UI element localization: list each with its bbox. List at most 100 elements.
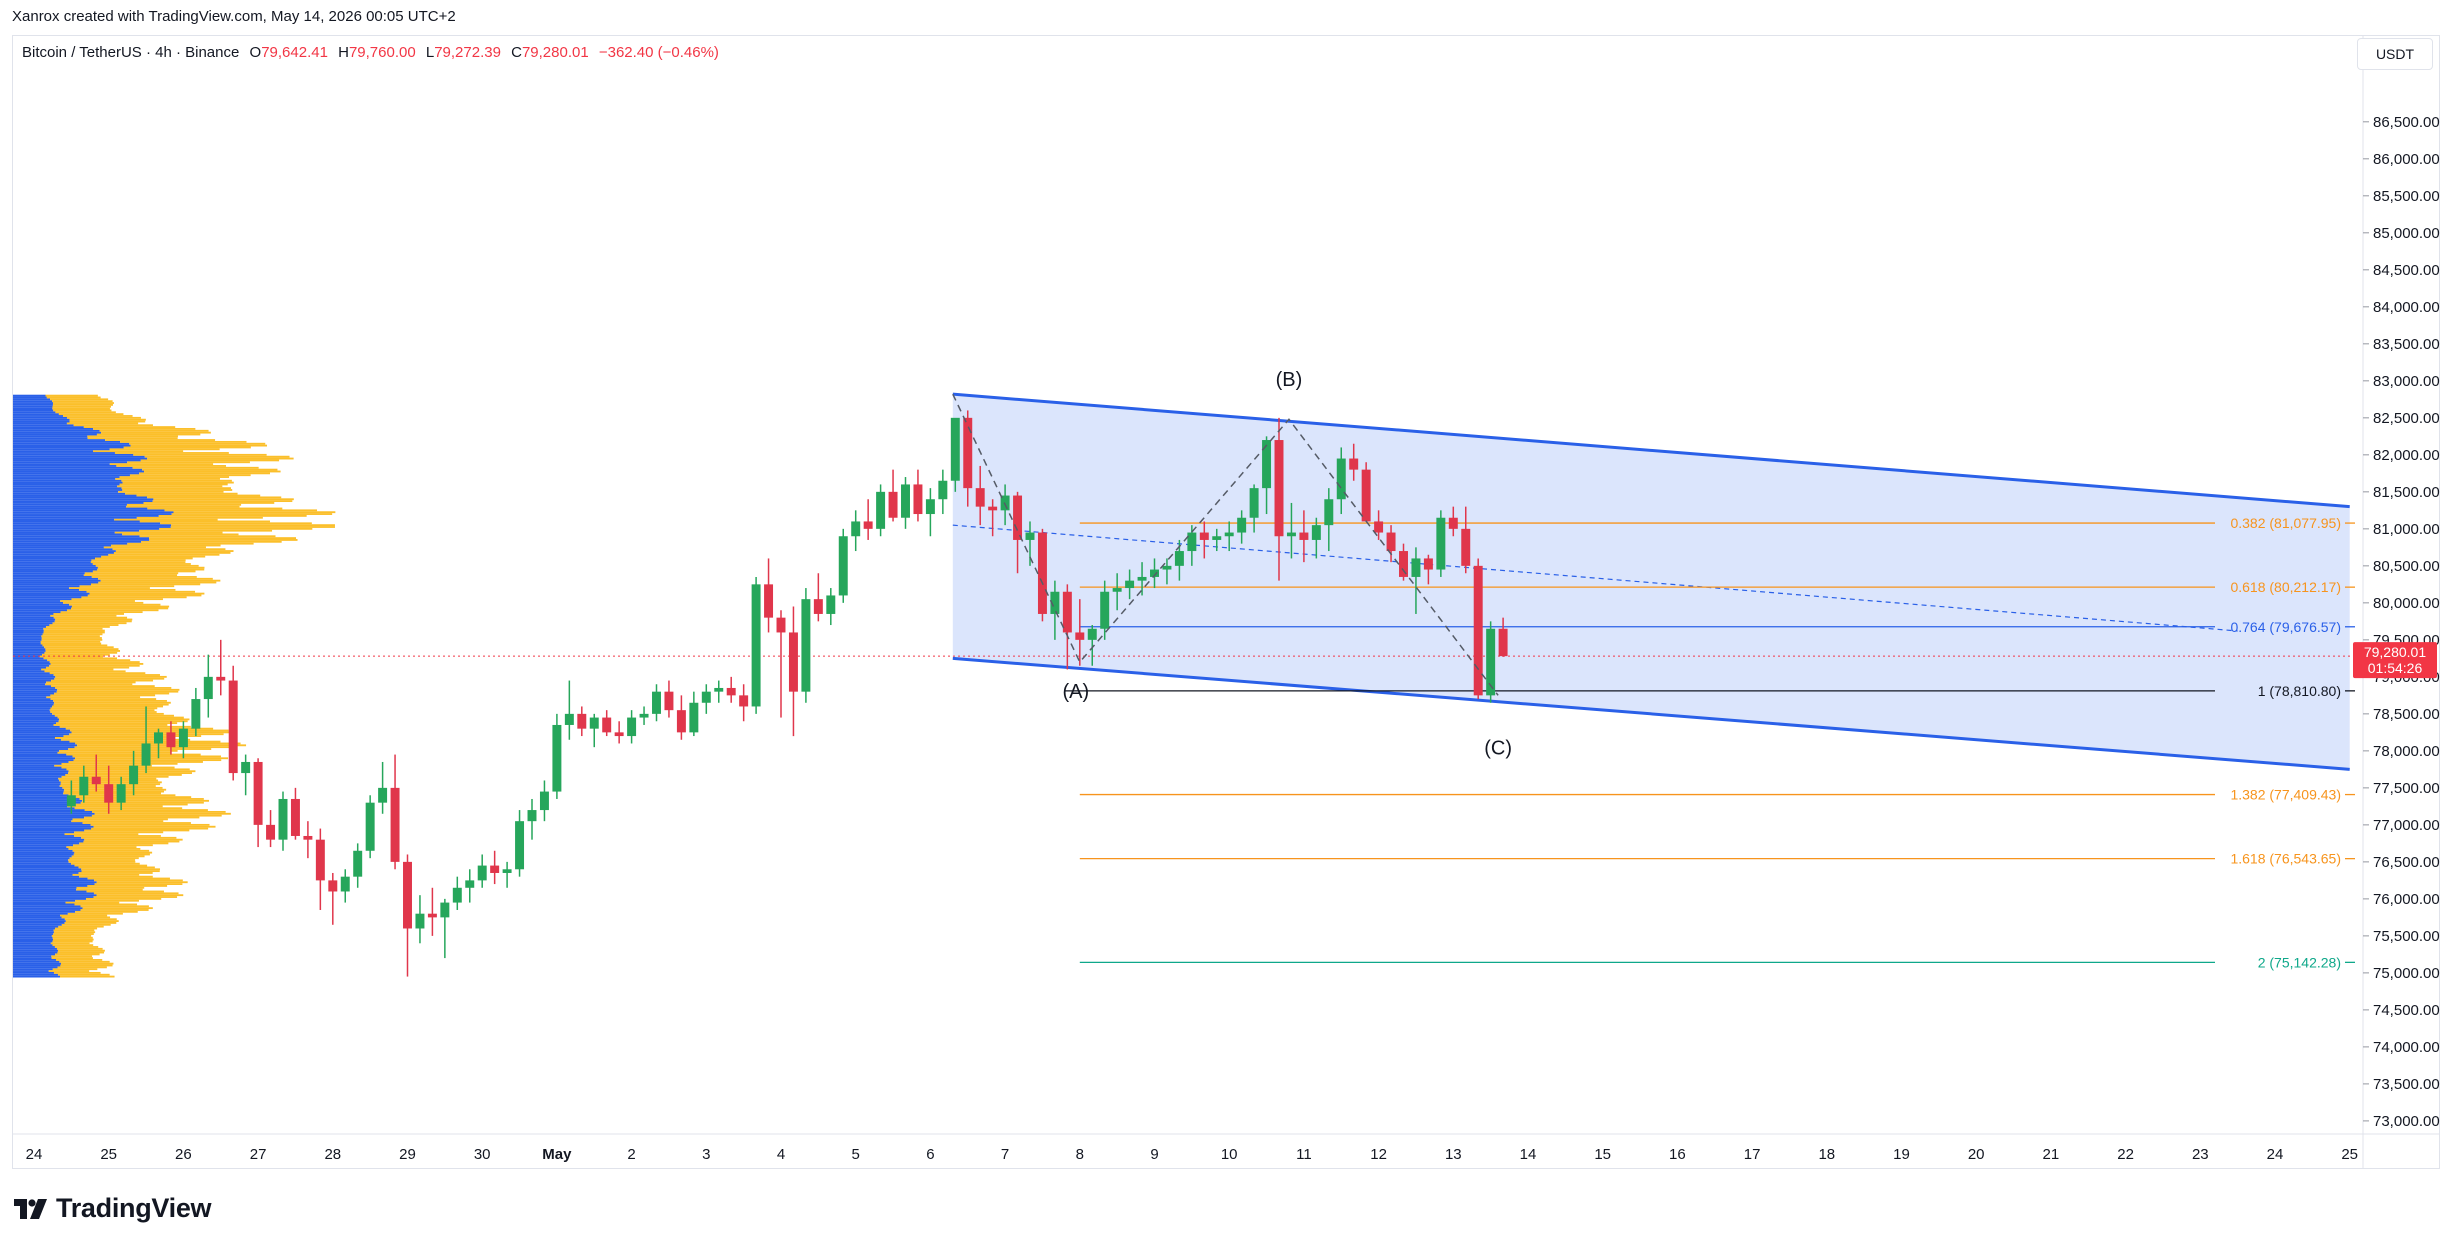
volume-bar-sell	[72, 818, 168, 821]
volume-bar-sell	[82, 822, 191, 824]
volume-bar-sell	[42, 644, 108, 647]
volume-bar-sell	[59, 749, 178, 752]
volume-bar-sell	[164, 509, 318, 512]
volume-bar-sell	[80, 909, 149, 911]
time-tick-label: 12	[1370, 1146, 1387, 1163]
volume-bar-buy	[13, 820, 72, 823]
candle-body	[714, 687, 724, 692]
price-tick-label: 76,500.00	[2373, 854, 2440, 871]
volume-bar-sell	[149, 537, 297, 540]
volume-bar-buy	[13, 596, 82, 599]
volume-bar-buy	[13, 439, 106, 441]
volume-bar-sell	[93, 892, 179, 895]
volume-bar-buy	[13, 844, 74, 847]
candle-body	[764, 584, 774, 618]
volume-bar-sell	[99, 429, 209, 432]
volume-bar-buy	[13, 544, 112, 547]
volume-bar-sell	[86, 890, 164, 893]
volume-bar-buy	[13, 563, 93, 565]
volume-bar-sell	[132, 466, 259, 469]
volume-bar-buy	[13, 690, 57, 693]
volume-bar-sell	[74, 831, 164, 834]
volume-bar-buy	[13, 500, 153, 503]
volume-bar-sell	[55, 687, 172, 689]
tradingview-logo-icon	[14, 1198, 47, 1219]
volume-bar-sell	[66, 846, 137, 848]
volume-bar-sell	[60, 914, 108, 917]
volume-bar-sell	[71, 598, 163, 601]
volume-bar-buy	[13, 785, 60, 787]
time-tick-label: 16	[1669, 1146, 1686, 1163]
volume-bar-sell	[111, 544, 221, 547]
price-tick-label: 76,000.00	[2373, 891, 2440, 908]
chart-frame[interactable]	[12, 35, 2440, 1169]
candle-body	[1037, 532, 1047, 614]
candle-body	[950, 417, 960, 481]
volume-bar-buy	[13, 601, 64, 604]
volume-bar-buy	[13, 838, 85, 841]
volume-bar-buy	[13, 755, 73, 758]
volume-bar-buy	[13, 897, 87, 900]
candle-body	[1349, 458, 1359, 470]
volume-bar-buy	[13, 568, 98, 571]
volume-bar-buy	[13, 946, 55, 948]
volume-bar-buy	[13, 655, 40, 658]
fib-level-label: 1.382 (77,409.43)	[2230, 787, 2341, 803]
volume-bar-sell	[76, 886, 145, 889]
volume-bar-buy	[13, 646, 45, 649]
volume-bar-sell	[153, 498, 294, 501]
volume-bar-buy	[13, 910, 76, 913]
volume-bar-buy	[13, 870, 82, 873]
price-tick-label: 78,000.00	[2373, 743, 2440, 760]
volume-bar-buy	[13, 751, 58, 754]
volume-bar-sell	[86, 590, 196, 593]
volume-bar-buy	[13, 920, 66, 923]
volume-bar-buy	[13, 918, 65, 921]
volume-bar-buy	[13, 816, 85, 819]
volume-bar-buy	[13, 831, 75, 834]
volume-bar-buy	[13, 644, 43, 647]
volume-bar-sell	[68, 847, 141, 850]
volume-bar-buy	[13, 627, 44, 630]
candle-body	[652, 691, 661, 714]
volume-bar-sell	[55, 927, 98, 930]
volume-bar-sell	[171, 513, 333, 515]
volume-bar-buy	[13, 431, 102, 434]
volume-bar-buy	[13, 864, 75, 867]
volume-bar-sell	[72, 849, 150, 852]
candle-body	[826, 595, 836, 614]
candle-body	[1262, 440, 1272, 489]
candle-body	[465, 880, 475, 888]
volume-bar-buy	[13, 400, 53, 403]
volume-bar-buy	[13, 526, 171, 528]
volume-bar-sell	[68, 860, 136, 863]
volume-bar-buy	[13, 537, 150, 540]
volume-bar-buy	[13, 944, 53, 947]
time-tick-label: 23	[2192, 1146, 2209, 1163]
candle-body	[627, 717, 637, 737]
volume-bar-buy	[13, 614, 51, 617]
candle-body	[328, 880, 338, 892]
volume-bar-buy	[13, 418, 70, 421]
candle-body	[975, 488, 985, 507]
volume-bar-sell	[63, 415, 133, 417]
volume-bar-buy	[13, 590, 87, 593]
volume-bar-sell	[61, 916, 111, 919]
volume-bar-sell	[133, 453, 267, 456]
volume-bar-sell	[61, 766, 175, 769]
candle-body	[901, 484, 910, 518]
symbol-title[interactable]: Bitcoin / TetherUS · 4h · Binance	[22, 44, 240, 61]
volume-bar-buy	[13, 531, 115, 534]
currency-button[interactable]: USDT	[2357, 38, 2433, 70]
volume-bar-sell	[58, 925, 104, 928]
brand-name: TradingView	[56, 1193, 212, 1223]
tradingview-logo[interactable]: TradingView	[14, 1193, 212, 1224]
volume-bar-sell	[94, 883, 183, 886]
candle-body	[838, 536, 848, 596]
volume-bar-buy	[13, 735, 64, 737]
volume-bar-sell	[49, 624, 119, 626]
volume-bar-buy	[13, 762, 62, 765]
candle-body	[1249, 488, 1259, 518]
volume-bar-sell	[75, 757, 229, 760]
